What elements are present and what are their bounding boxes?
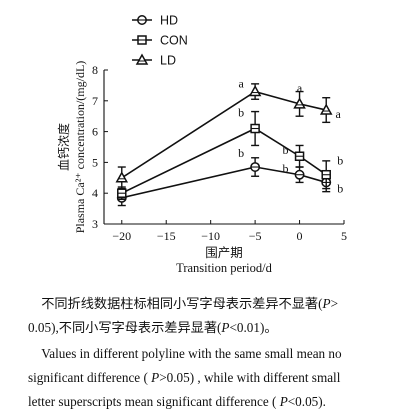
significance-label: b (238, 106, 244, 120)
y-tick-label: 8 (92, 63, 98, 77)
caption-cn-line-1: 不同折线数据柱标相同小写字母表示差异不显著(P> (41, 296, 339, 311)
caption-english: Values in different polyline with the sa… (28, 342, 396, 414)
data-point-ld (115, 171, 129, 183)
x-tick-label: −10 (201, 229, 220, 243)
significance-label: b (238, 146, 244, 160)
y-tick-label: 5 (92, 155, 98, 169)
data-point-ld (248, 85, 262, 97)
caption-en-line-3: letter superscripts mean significant dif… (28, 394, 326, 409)
caption-en-line-1: Values in different polyline with the sa… (41, 346, 342, 361)
legend-item-hd: HD (132, 14, 178, 28)
caption-cn-line-2: 0.05),不同小写字母表示差异显著(P<0.01)。 (28, 320, 278, 335)
x-tick-label: −15 (157, 229, 176, 243)
x-tick-label: −5 (249, 229, 262, 243)
y-tick-label: 4 (92, 186, 98, 200)
series-ld: a a a (115, 77, 342, 190)
legend: HD CON LD (132, 14, 188, 68)
x-axis-label-en: Transition period/d (176, 261, 272, 275)
y-tick-label: 3 (92, 217, 98, 231)
caption-chinese: 不同折线数据柱标相同小写字母表示差异不显著(P> 0.05),不同小写字母表示差… (28, 292, 396, 340)
significance-label: b (283, 162, 289, 176)
axes: −20 −15 −10 −5 0 5 3 4 5 6 7 8 (92, 63, 347, 243)
y-axis-label-cn: 血钙浓度 (56, 123, 71, 171)
x-axis-label-cn: 围产期 (205, 245, 243, 260)
legend-label-con: CON (160, 34, 188, 48)
series-hd: bbb (116, 146, 343, 207)
series-line-con (121, 127, 327, 194)
significance-label: b (337, 154, 343, 168)
legend-item-ld: LD (132, 53, 176, 68)
caption-en-line-2: significant difference ( P>0.05) , while… (28, 370, 341, 385)
x-tick-label: 5 (341, 229, 347, 243)
significance-label: a (336, 107, 342, 121)
significance-label: b (283, 143, 289, 157)
significance-label: a (297, 81, 303, 95)
legend-label-ld: LD (160, 54, 176, 68)
significance-label: b (337, 181, 343, 195)
legend-marker-ld (135, 53, 149, 65)
y-tick-label: 6 (92, 125, 98, 139)
y-tick-label: 7 (92, 94, 98, 108)
x-tick-label: −20 (112, 229, 131, 243)
data-point-ld (293, 97, 306, 109)
legend-item-con: CON (132, 34, 188, 48)
series-line-hd (121, 166, 327, 199)
series-line-ld (121, 90, 327, 179)
x-tick-label: 0 (297, 229, 303, 243)
legend-label-hd: HD (160, 14, 178, 28)
data-point-ld (319, 103, 333, 115)
y-axis-label-en: Plasma Ca²⁺ concentration/(mg/dL) (73, 61, 87, 234)
significance-label: a (238, 77, 244, 91)
series-con: bbb (117, 106, 343, 201)
